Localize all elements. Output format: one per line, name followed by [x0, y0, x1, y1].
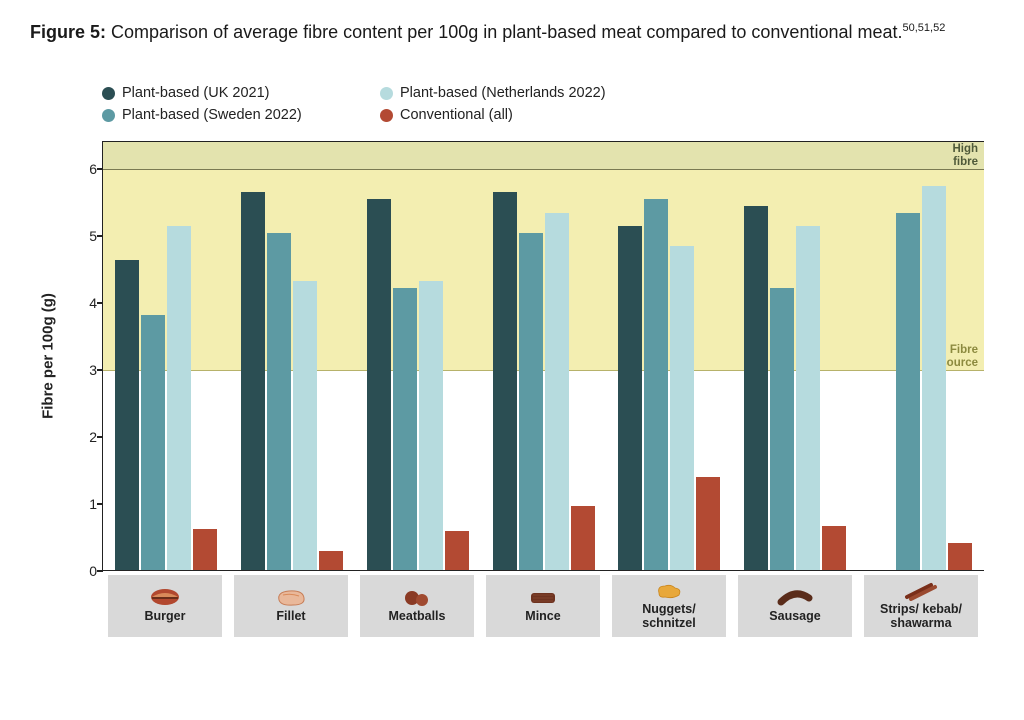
y-tick-mark	[97, 436, 103, 438]
y-tick-mark	[97, 302, 103, 304]
y-tick-label: 6	[71, 161, 97, 177]
legend-item: Plant-based (Netherlands 2022)	[380, 85, 630, 101]
bar-group	[606, 142, 732, 571]
y-tick-mark	[97, 503, 103, 505]
y-tick-label: 3	[71, 362, 97, 378]
bar	[744, 206, 768, 571]
legend-label: Plant-based (Sweden 2022)	[122, 107, 302, 123]
bar-group	[732, 142, 858, 571]
bar	[141, 315, 165, 571]
bar	[493, 192, 517, 571]
legend-label: Plant-based (Netherlands 2022)	[400, 85, 606, 101]
bar	[241, 192, 265, 571]
legend-item: Plant-based (Sweden 2022)	[102, 107, 352, 123]
y-tick-label: 2	[71, 429, 97, 445]
legend-label: Plant-based (UK 2021)	[122, 85, 270, 101]
bar	[644, 199, 668, 571]
category-icon	[649, 579, 689, 601]
category-icon	[145, 586, 185, 608]
x-label-text: Mince	[525, 610, 560, 624]
x-label-cell: Nuggets/ schnitzel	[606, 571, 732, 637]
chart-container: Plant-based (UK 2021) Plant-based (Nether…	[30, 85, 994, 637]
bar-group	[355, 142, 481, 571]
x-label-text: Sausage	[769, 610, 820, 624]
x-axis-line	[103, 570, 984, 572]
figure-text: Comparison of average fibre content per …	[111, 22, 902, 42]
legend-label: Conventional (all)	[400, 107, 513, 123]
y-tick-label: 4	[71, 295, 97, 311]
bar-group	[103, 142, 229, 571]
x-label-box: Fillet	[234, 575, 348, 637]
bar	[419, 281, 443, 571]
x-axis-labels: Burger Fillet Meatballs Mince Nuggets/ schni…	[102, 571, 984, 637]
bar	[696, 477, 720, 571]
legend-swatch	[380, 87, 393, 100]
legend-swatch	[102, 87, 115, 100]
figure-superscript: 50,51,52	[903, 22, 946, 34]
x-label-text: Nuggets/ schnitzel	[614, 603, 724, 631]
y-tick-mark	[97, 168, 103, 170]
x-label-text: Strips/ kebab/ shawarma	[866, 603, 976, 631]
y-tick-mark	[97, 570, 103, 572]
legend-item: Plant-based (UK 2021)	[102, 85, 352, 101]
y-tick-label: 1	[71, 496, 97, 512]
y-tick-mark	[97, 369, 103, 371]
x-label-box: Mince	[486, 575, 600, 637]
y-tick-mark	[97, 235, 103, 237]
bar-group	[229, 142, 355, 571]
chart-legend: Plant-based (UK 2021) Plant-based (Nether…	[102, 85, 642, 123]
y-axis-label: Fibre per 100g (g)	[40, 293, 57, 419]
bar	[670, 246, 694, 571]
bar	[293, 281, 317, 571]
bar	[519, 233, 543, 572]
bar	[167, 226, 191, 571]
bar	[896, 213, 920, 572]
bar-group	[858, 142, 984, 571]
bar-group	[481, 142, 607, 571]
bar	[948, 543, 972, 571]
x-label-text: Fillet	[276, 610, 305, 624]
x-label-cell: Burger	[102, 571, 228, 637]
bar	[822, 526, 846, 571]
legend-swatch	[380, 109, 393, 122]
bar	[545, 213, 569, 572]
bar	[571, 506, 595, 571]
x-label-box: Meatballs	[360, 575, 474, 637]
bar	[319, 551, 343, 571]
bar	[618, 226, 642, 571]
bar	[115, 260, 139, 572]
bar-groups	[103, 142, 984, 571]
y-tick-label: 5	[71, 228, 97, 244]
x-label-cell: Meatballs	[354, 571, 480, 637]
category-icon	[397, 586, 437, 608]
y-tick-label: 0	[71, 563, 97, 579]
x-label-box: Strips/ kebab/ shawarma	[864, 575, 978, 637]
category-icon	[901, 579, 941, 601]
figure-prefix: Figure 5:	[30, 22, 106, 42]
x-label-text: Meatballs	[389, 610, 446, 624]
bar	[770, 288, 794, 571]
x-label-cell: Fillet	[228, 571, 354, 637]
bar	[393, 288, 417, 571]
x-label-cell: Strips/ kebab/ shawarma	[858, 571, 984, 637]
category-icon	[775, 586, 815, 608]
legend-swatch	[102, 109, 115, 122]
chart-plot: FibresourceHighfibre 0123456	[102, 141, 984, 571]
x-label-box: Burger	[108, 575, 222, 637]
bar	[796, 226, 820, 571]
figure-caption: Figure 5: Comparison of average fibre co…	[30, 20, 994, 45]
x-label-text: Burger	[145, 610, 186, 624]
legend-item: Conventional (all)	[380, 107, 630, 123]
bar	[445, 531, 469, 571]
x-label-cell: Mince	[480, 571, 606, 637]
x-label-cell: Sausage	[732, 571, 858, 637]
category-icon	[271, 586, 311, 608]
category-icon	[523, 586, 563, 608]
bar	[367, 199, 391, 571]
x-label-box: Sausage	[738, 575, 852, 637]
x-label-box: Nuggets/ schnitzel	[612, 575, 726, 637]
bar	[922, 186, 946, 571]
bar	[193, 529, 217, 571]
bar	[267, 233, 291, 572]
